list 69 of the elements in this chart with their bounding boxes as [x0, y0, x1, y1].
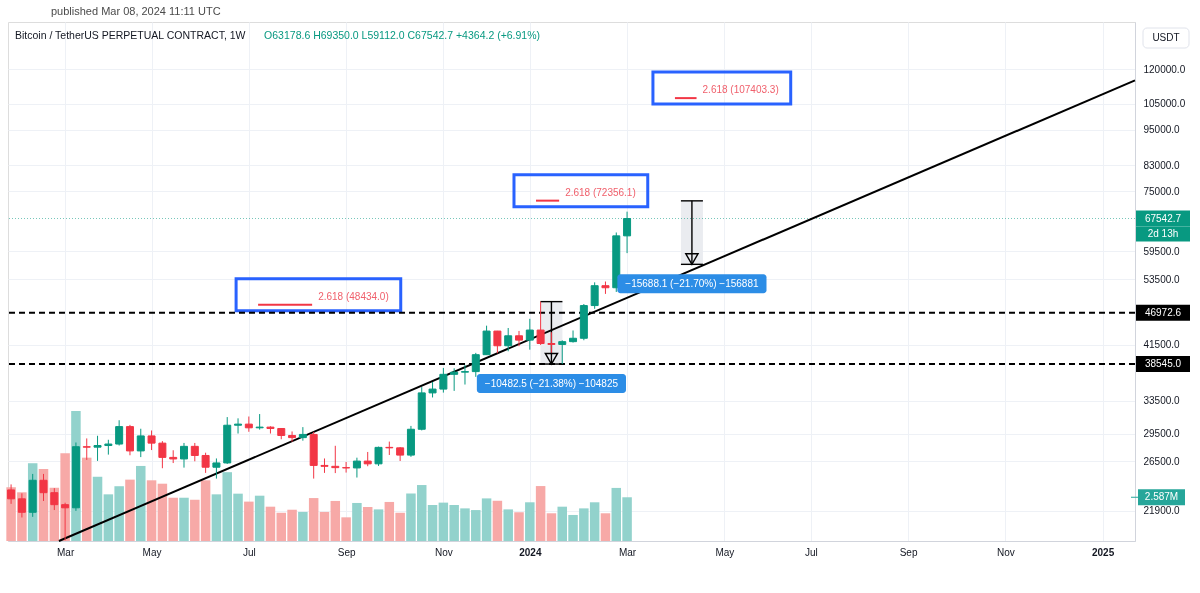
candlestick: [471, 352, 480, 378]
candlestick: [504, 327, 513, 352]
candlestick: [320, 457, 329, 474]
y-tick-label: 105000.0: [1143, 98, 1186, 110]
candlestick: [331, 445, 340, 474]
candlestick: [288, 430, 297, 443]
x-tick-label: Mar: [57, 546, 75, 558]
candlestick: [352, 457, 361, 479]
candlestick: [536, 301, 545, 346]
candlestick: [147, 429, 156, 451]
candlestick: [298, 426, 307, 442]
candlestick: [439, 367, 448, 394]
candlestick: [201, 452, 210, 474]
candlestick: [623, 211, 632, 254]
y-tick-label: 41500.0: [1143, 339, 1181, 351]
candlestick: [342, 461, 351, 474]
ref-line-label: 46972.6: [1144, 306, 1182, 318]
candlestick: [569, 329, 578, 344]
candlestick: [525, 318, 534, 351]
candlestick: [234, 417, 243, 435]
annotation: −15688.1 (−21.70%) −156881: [625, 277, 759, 289]
y-tick-label: 53500.0: [1143, 273, 1181, 285]
x-tick-label: 2024: [519, 546, 542, 558]
annotation: 2.618 (72356.1): [565, 186, 636, 198]
x-tick-label: Nov: [996, 546, 1015, 558]
candlestick: [136, 428, 145, 458]
y-tick-label: 26500.0: [1143, 455, 1181, 467]
text: published Mar 08, 2024 11:11 UTC: [51, 5, 221, 17]
candlestick: [115, 419, 124, 447]
candlestick: [82, 437, 91, 461]
ref-line-label: 38545.0: [1144, 358, 1182, 370]
candlestick: [460, 364, 469, 386]
y-tick-label: 29500.0: [1143, 428, 1181, 440]
candlestick: [180, 442, 188, 469]
text: Bitcoin / TetherUS PERPETUAL CONTRACT, 1W: [15, 29, 246, 41]
candlestick: [212, 457, 221, 480]
x-tick-label: Sep: [337, 546, 356, 558]
x-tick-label: Jul: [804, 546, 818, 558]
x-tick-label: Nov: [434, 546, 453, 558]
candlestick: [482, 325, 491, 356]
annotation: 2.618 (48434.0): [318, 290, 389, 302]
text: 2d 13h: [1147, 227, 1179, 239]
x-tick-label: Jul: [242, 546, 256, 558]
candlestick: [450, 367, 459, 392]
y-tick-label: 21900.0: [1143, 505, 1181, 517]
candlestick: [93, 435, 102, 462]
annotation: −10482.5 (−21.38%) −104825: [484, 377, 619, 389]
candlestick: [515, 330, 524, 347]
annotation: 2.618 (107403.3): [702, 84, 779, 96]
candlestick: [493, 330, 502, 354]
candlestick: [158, 440, 167, 469]
x-tick-label: Mar: [618, 546, 637, 558]
y-tick-label: 75000.0: [1143, 185, 1181, 197]
y-axis-title: USDT: [1152, 32, 1180, 43]
ref-line-label: 67542.7: [1144, 212, 1182, 224]
x-tick-label: Sep: [899, 546, 918, 558]
y-tick-label: 59500.0: [1143, 245, 1181, 257]
x-tick-label: May: [715, 546, 735, 558]
y-tick-label: 83000.0: [1143, 159, 1181, 171]
candlestick: [558, 339, 567, 365]
y-tick-label: 33500.0: [1143, 395, 1181, 407]
y-tick-label: 120000.0: [1143, 63, 1186, 75]
candlestick: [590, 281, 599, 310]
candlestick: [190, 442, 199, 462]
x-tick-label: May: [142, 546, 162, 558]
y-tick-label: 95000.0: [1143, 124, 1181, 136]
y2-tick-label: 2.587M: [1144, 491, 1179, 503]
text: O63178.6 H69350.0 L59112.0 C67542.7 +4364.2 (+6.91%): [264, 29, 541, 41]
x-tick-label: 2025: [1091, 546, 1115, 558]
